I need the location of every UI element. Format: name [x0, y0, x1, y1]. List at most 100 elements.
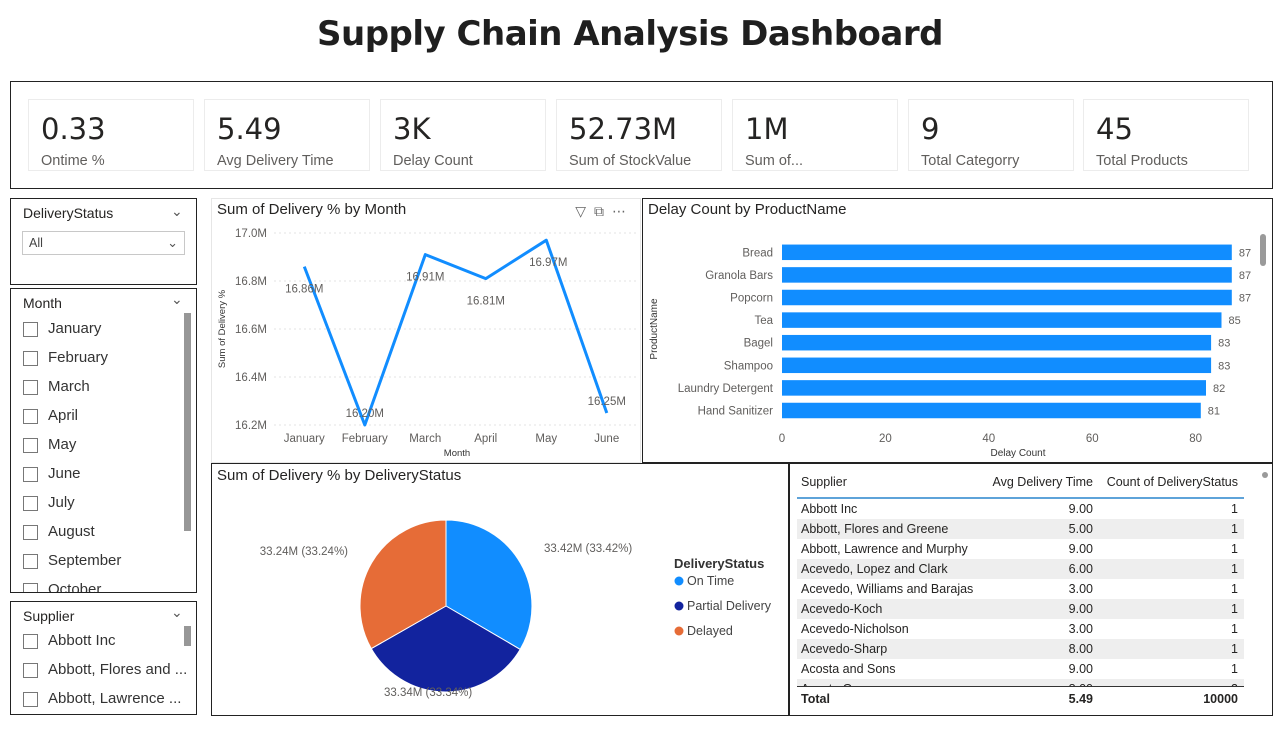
- data-label: 16.86M: [285, 284, 323, 296]
- chevron-down-icon[interactable]: ⌄: [171, 604, 183, 620]
- slicer-title: DeliveryStatus: [23, 205, 114, 221]
- checkbox[interactable]: [23, 554, 38, 569]
- bar[interactable]: [782, 289, 1232, 306]
- kpi-card-stock-value[interactable]: 52.73M Sum of StockValue: [556, 99, 722, 171]
- avg-delivery-time-cell: 9.00: [1068, 502, 1093, 516]
- data-label: 33.34M (33.34%): [384, 687, 472, 699]
- supplier-slicer: Supplier ⌄ Abbott Inc Abbott, Flores and…: [10, 601, 197, 715]
- table-row[interactable]: Acosta and Sons 9.00 1: [797, 659, 1244, 679]
- checkbox[interactable]: [23, 583, 38, 592]
- supplier-table: Supplier Avg Delivery Time Count of Deli…: [789, 463, 1273, 716]
- kpi-label: Avg Delivery Time: [217, 153, 334, 169]
- scrollbar-thumb[interactable]: [1260, 234, 1266, 266]
- scrollbar-thumb[interactable]: [184, 313, 191, 531]
- option-label: June: [48, 465, 81, 482]
- legend-marker: [674, 576, 684, 586]
- table-row[interactable]: Abbott, Flores and Greene 5.00 1: [797, 519, 1244, 539]
- chevron-down-icon: ⌄: [167, 235, 178, 250]
- visual-header-icons: ▽⧉⋯: [575, 203, 634, 220]
- checkbox[interactable]: [23, 438, 38, 453]
- table-row[interactable]: Abbott Inc 9.00 1: [797, 499, 1244, 519]
- category-label: Shampoo: [724, 360, 773, 372]
- table-row[interactable]: Acevedo-Koch 9.00 1: [797, 599, 1244, 619]
- table-row[interactable]: Acevedo, Williams and Barajas 3.00 1: [797, 579, 1244, 599]
- bar[interactable]: [782, 380, 1206, 396]
- checkbox[interactable]: [23, 351, 38, 366]
- category-label: Laundry Detergent: [678, 383, 774, 395]
- chevron-down-icon[interactable]: ⌄: [171, 291, 183, 307]
- kpi-value: 45: [1096, 112, 1133, 146]
- bar[interactable]: [782, 312, 1222, 328]
- chart-title: Sum of Delivery % by Month: [217, 201, 407, 218]
- supplier-cell: Acevedo-Nicholson: [801, 622, 909, 636]
- checkbox[interactable]: [23, 663, 38, 678]
- supplier-cell: Abbott, Lawrence and Murphy: [801, 542, 968, 556]
- kpi-card-delay-count[interactable]: 3K Delay Count: [380, 99, 546, 171]
- scrollbar-thumb[interactable]: [1262, 472, 1268, 478]
- more-options-icon[interactable]: ⋯: [612, 203, 634, 219]
- kpi-label: Sum of StockValue: [569, 153, 692, 169]
- data-label: 33.42M (33.42%): [544, 543, 632, 555]
- data-label: 16.20M: [346, 408, 384, 420]
- legend-entry[interactable]: On Time: [687, 574, 734, 588]
- data-label: 16.81M: [467, 296, 505, 308]
- avg-delivery-time-cell: 9.00: [1068, 542, 1093, 556]
- table-row[interactable]: Acevedo, Lopez and Clark 6.00 1: [797, 559, 1244, 579]
- table-row[interactable]: Abbott, Lawrence and Murphy 9.00 1: [797, 539, 1244, 559]
- count-cell: 1: [1231, 642, 1238, 656]
- pie-slice[interactable]: [359, 519, 447, 650]
- checkbox[interactable]: [23, 467, 38, 482]
- data-label: 16.25M: [588, 396, 626, 408]
- chart-title: Sum of Delivery % by DeliveryStatus: [217, 467, 462, 484]
- chevron-down-icon[interactable]: ⌄: [171, 203, 183, 219]
- pie-slice[interactable]: [445, 519, 533, 651]
- y-tick-label: 16.4M: [235, 372, 267, 384]
- checkbox[interactable]: [23, 634, 38, 649]
- option-label: Abbott, Lawrence ...: [48, 690, 182, 707]
- checkbox[interactable]: [23, 322, 38, 337]
- checkbox[interactable]: [23, 525, 38, 540]
- checkbox[interactable]: [23, 380, 38, 395]
- kpi-strip: 0.33 Ontime % 5.49 Avg Delivery Time 3K …: [10, 81, 1273, 189]
- table-total-row: Total 5.49 10000: [797, 686, 1244, 712]
- x-tick-label: 20: [879, 433, 892, 445]
- option-label: October: [48, 581, 102, 593]
- data-label: 16.97M: [529, 257, 567, 269]
- scrollbar-thumb[interactable]: [184, 626, 191, 646]
- bar[interactable]: [782, 357, 1212, 374]
- legend-marker: [674, 601, 684, 611]
- table-row[interactable]: Acevedo-Sharp 8.00 1: [797, 639, 1244, 659]
- checkbox[interactable]: [23, 409, 38, 424]
- bar[interactable]: [782, 334, 1212, 351]
- x-tick-label: February: [342, 433, 388, 445]
- x-tick-label: June: [594, 433, 619, 445]
- kpi-label: Delay Count: [393, 153, 473, 169]
- kpi-card-sum-of[interactable]: 1M Sum of...: [732, 99, 898, 171]
- bar[interactable]: [782, 244, 1232, 261]
- kpi-card-total-products[interactable]: 45 Total Products: [1083, 99, 1249, 171]
- supplier-cell: Acevedo, Williams and Barajas: [801, 582, 974, 596]
- table-row[interactable]: Acevedo-Nicholson 3.00 1: [797, 619, 1244, 639]
- focus-mode-icon[interactable]: ⧉: [594, 203, 612, 219]
- kpi-card-avg-delivery-time[interactable]: 5.49 Avg Delivery Time: [204, 99, 370, 171]
- legend-entry[interactable]: Delayed: [687, 624, 733, 638]
- x-tick-label: 60: [1086, 433, 1099, 445]
- checkbox[interactable]: [23, 692, 38, 707]
- legend-entry[interactable]: Partial Delivery: [687, 599, 772, 613]
- avg-delivery-time-cell: 5.00: [1068, 522, 1093, 536]
- kpi-card-total-category[interactable]: 9 Total Categorry: [908, 99, 1074, 171]
- filter-icon[interactable]: ▽: [575, 203, 594, 219]
- column-header[interactable]: Supplier: [801, 475, 847, 489]
- bar[interactable]: [782, 402, 1201, 419]
- column-header[interactable]: Count of DeliveryStatus: [1106, 475, 1238, 489]
- count-cell: 1: [1231, 582, 1238, 596]
- data-label: 83: [1218, 360, 1230, 372]
- checkbox[interactable]: [23, 496, 38, 511]
- count-cell: 1: [1231, 522, 1238, 536]
- column-header[interactable]: Avg Delivery Time: [992, 475, 1094, 489]
- delivery-status-dropdown[interactable]: All ⌄: [22, 231, 185, 255]
- x-tick-label: April: [474, 433, 497, 445]
- supplier-cell: Acosta and Sons: [801, 662, 896, 676]
- bar[interactable]: [782, 267, 1232, 283]
- kpi-card-ontime[interactable]: 0.33 Ontime %: [28, 99, 194, 171]
